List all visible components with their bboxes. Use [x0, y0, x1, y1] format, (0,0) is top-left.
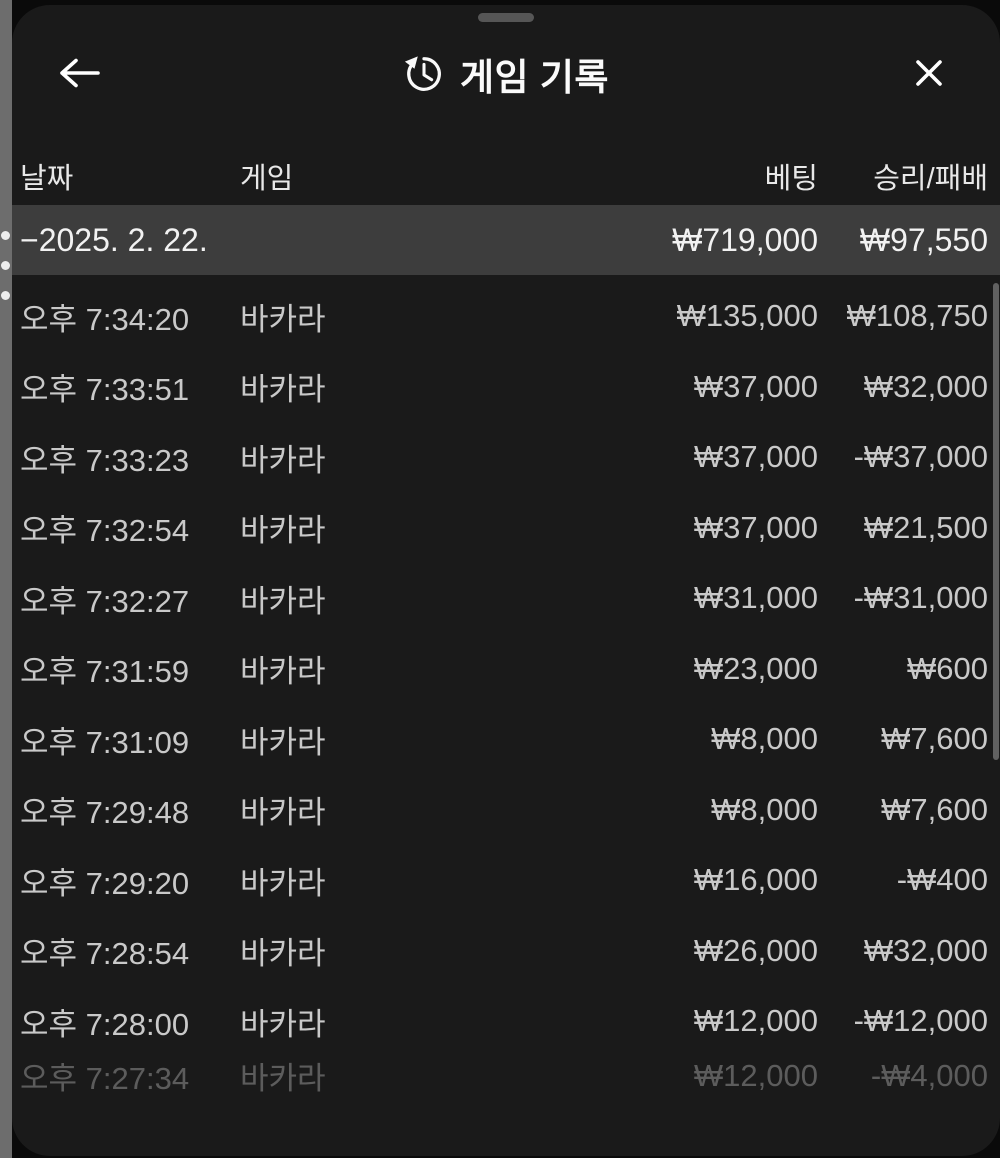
- row-winloss: ₩7,600: [881, 791, 988, 827]
- row-game: 바카라: [240, 513, 326, 549]
- row-game: 바카라: [240, 583, 326, 619]
- table-row[interactable]: 오후 7:31:09 바카라 ₩8,000 ₩7,600: [12, 704, 1000, 775]
- row-bet: ₩12,000: [693, 1003, 818, 1039]
- row-bet: ₩37,000: [693, 509, 818, 545]
- row-game: 바카라: [240, 724, 326, 760]
- row-winloss: -₩4,000: [870, 1057, 988, 1093]
- row-winloss: ₩600: [907, 650, 988, 686]
- side-drawer-handle[interactable]: [0, 0, 12, 1158]
- row-winloss: -₩400: [896, 862, 988, 898]
- row-winloss: ₩32,000: [863, 368, 988, 404]
- row-time: 오후 7:27:34: [20, 1061, 190, 1097]
- row-time: 오후 7:28:54: [20, 936, 190, 972]
- drawer-dot-icon: [1, 261, 10, 270]
- table-row[interactable]: 오후 7:31:59 바카라 ₩23,000 ₩600: [12, 634, 1000, 705]
- row-game: 바카라: [240, 654, 326, 690]
- column-date: 날짜: [20, 163, 74, 195]
- row-game: 바카라: [240, 1006, 326, 1042]
- table-row[interactable]: 오후 7:29:48 바카라 ₩8,000 ₩7,600: [12, 775, 1000, 846]
- close-button[interactable]: [894, 41, 964, 107]
- background-page-edge: [0, 0, 12, 1158]
- row-game: 바카라: [240, 936, 326, 972]
- row-game: 바카라: [240, 301, 326, 337]
- row-winloss: ₩32,000: [863, 932, 988, 968]
- table-row[interactable]: 오후 7:32:54 바카라 ₩37,000 ₩21,500: [12, 493, 1000, 564]
- row-bet: ₩16,000: [693, 862, 818, 898]
- table-row[interactable]: 오후 7:33:23 바카라 ₩37,000 -₩37,000: [12, 422, 1000, 493]
- row-bet: ₩8,000: [711, 721, 818, 757]
- sheet-drag-handle[interactable]: [478, 13, 534, 22]
- summary-bet-total: ₩719,000: [672, 221, 818, 258]
- row-time: 오후 7:32:54: [20, 513, 190, 549]
- column-game: 게임: [240, 163, 294, 195]
- row-winloss: -₩12,000: [853, 1003, 988, 1039]
- row-time: 오후 7:29:48: [20, 795, 190, 831]
- row-time: 오후 7:33:23: [20, 442, 190, 478]
- row-game: 바카라: [240, 442, 326, 478]
- row-bet: ₩31,000: [693, 580, 818, 616]
- row-time: 오후 7:32:27: [20, 583, 190, 619]
- table-row[interactable]: 오후 7:28:54 바카라 ₩26,000 ₩32,000: [12, 916, 1000, 987]
- history-clock-icon: [403, 53, 445, 95]
- row-time: 오후 7:34:20: [20, 301, 190, 337]
- row-bet: ₩37,000: [693, 439, 818, 475]
- row-bet: ₩23,000: [693, 650, 818, 686]
- row-bet: ₩26,000: [693, 932, 818, 968]
- table-row[interactable]: 오후 7:34:20 바카라 ₩135,000 ₩108,750: [12, 281, 1000, 352]
- column-winloss: 승리/패배: [873, 163, 988, 195]
- row-time: 오후 7:28:00: [20, 1006, 190, 1042]
- column-bet: 베팅: [764, 163, 818, 195]
- table-row[interactable]: 오후 7:27:34 바카라 ₩12,000 -₩4,000: [12, 1041, 1000, 1112]
- table-row[interactable]: 오후 7:32:27 바카라 ₩31,000 -₩31,000: [12, 563, 1000, 634]
- row-time: 오후 7:33:51: [20, 372, 190, 408]
- summary-date-range: −2025. 2. 22.: [20, 221, 208, 258]
- scrollbar-thumb[interactable]: [993, 283, 999, 760]
- row-game: 바카라: [240, 372, 326, 408]
- table-row[interactable]: 오후 7:29:20 바카라 ₩16,000 -₩400: [12, 845, 1000, 916]
- close-icon: [909, 53, 949, 96]
- row-game: 바카라: [240, 795, 326, 831]
- drawer-dot-icon: [1, 291, 10, 300]
- row-time: 오후 7:31:09: [20, 724, 190, 760]
- game-history-sheet: 게임 기록 날짜 게임 베팅 승리/패배 −2025. 2. 22. ₩719,…: [12, 5, 1000, 1156]
- row-bet: ₩12,000: [693, 1057, 818, 1093]
- row-winloss: -₩37,000: [853, 439, 988, 475]
- back-button[interactable]: [44, 41, 114, 107]
- table-row[interactable]: 오후 7:28:00 바카라 ₩12,000 -₩12,000: [12, 986, 1000, 1057]
- sheet-title: 게임 기록: [460, 57, 609, 98]
- table-row[interactable]: 오후 7:33:51 바카라 ₩37,000 ₩32,000: [12, 352, 1000, 423]
- row-game: 바카라: [240, 1061, 326, 1097]
- row-time: 오후 7:29:20: [20, 865, 190, 901]
- row-winloss: ₩108,750: [846, 298, 988, 334]
- row-winloss: -₩31,000: [853, 580, 988, 616]
- drawer-dot-icon: [1, 231, 10, 240]
- row-game: 바카라: [240, 865, 326, 901]
- arrow-left-icon: [56, 55, 102, 94]
- row-bet: ₩135,000: [676, 298, 818, 334]
- summary-row[interactable]: −2025. 2. 22. ₩719,000 ₩97,550: [12, 205, 1000, 275]
- row-bet: ₩8,000: [711, 791, 818, 827]
- row-winloss: ₩7,600: [881, 721, 988, 757]
- row-time: 오후 7:31:59: [20, 654, 190, 690]
- table-column-header: 날짜 게임 베팅 승리/패배: [12, 149, 1000, 203]
- row-winloss: ₩21,500: [863, 509, 988, 545]
- summary-winloss-total: ₩97,550: [859, 221, 988, 258]
- history-row-list: 오후 7:34:20 바카라 ₩135,000 ₩108,750 오후 7:33…: [12, 281, 1000, 1111]
- sheet-title-bar: 게임 기록: [12, 41, 1000, 107]
- row-bet: ₩37,000: [693, 368, 818, 404]
